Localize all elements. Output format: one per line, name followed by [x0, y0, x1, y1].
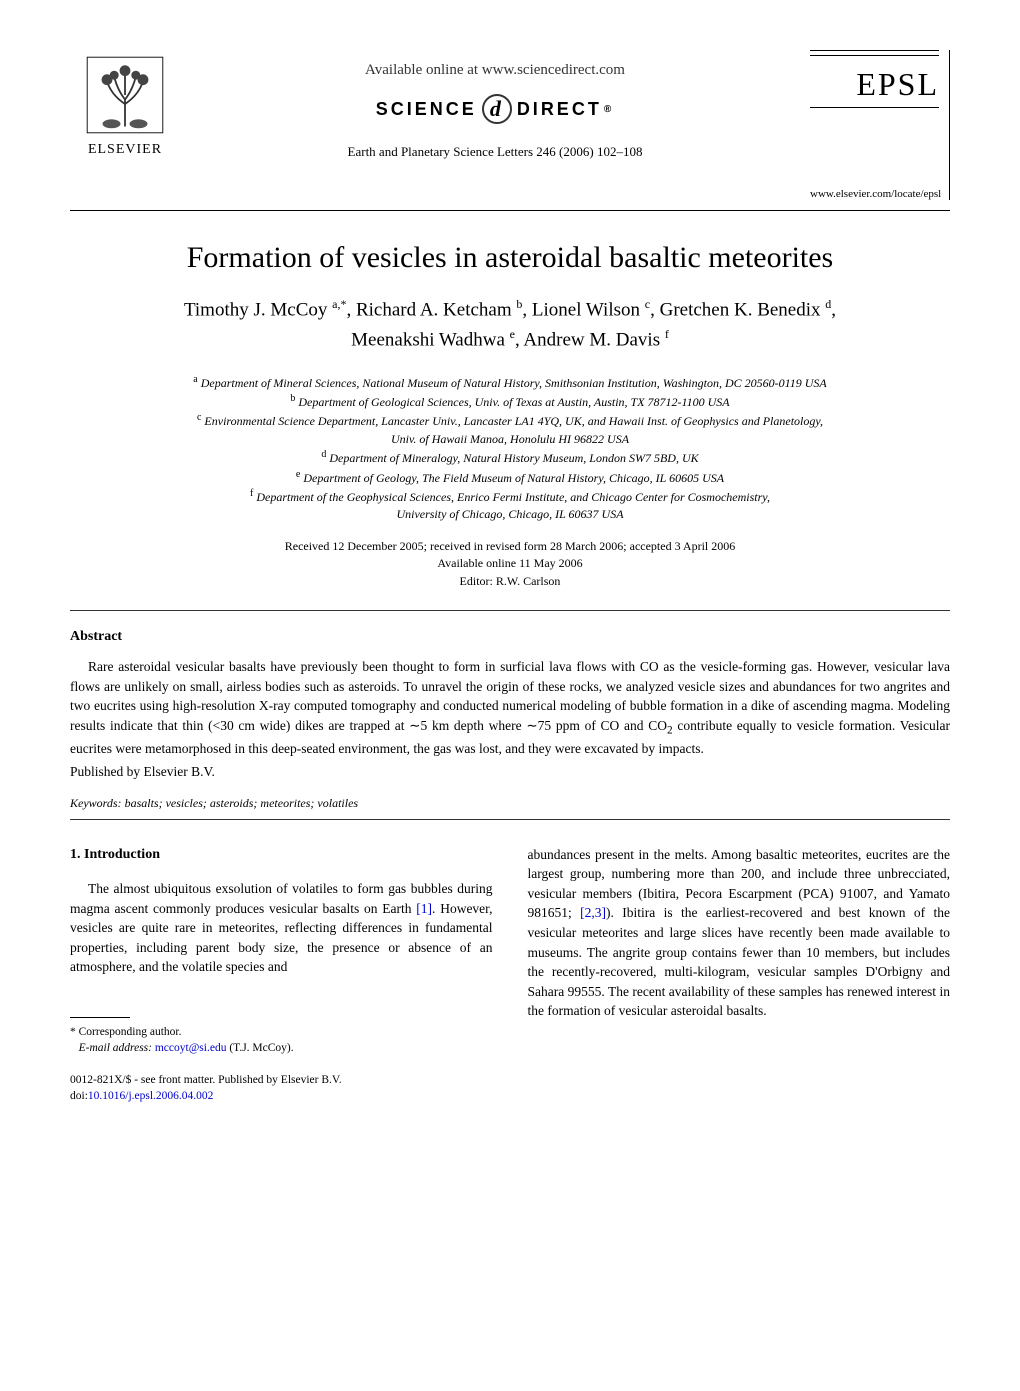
- received-date: Received 12 December 2005; received in r…: [285, 539, 736, 553]
- journal-website: www.elsevier.com/locate/epsl: [810, 188, 939, 200]
- email-link[interactable]: mccoyt@si.edu: [152, 1042, 226, 1054]
- affiliation-f2: University of Chicago, Chicago, IL 60637…: [396, 507, 623, 521]
- elsevier-logo: ELSEVIER: [70, 50, 180, 158]
- copyright-text: 0012-821X/$ - see front matter. Publishe…: [70, 1074, 342, 1086]
- author-1: Timothy J. McCoy: [184, 299, 332, 320]
- affiliation-e: Department of Geology, The Field Museum …: [300, 471, 724, 485]
- abstract-text: Rare asteroidal vesicular basalts have p…: [70, 657, 950, 782]
- epsl-title: EPSL: [810, 66, 939, 103]
- left-column: 1. Introduction The almost ubiquitous ex…: [70, 845, 493, 1104]
- abstract-bottom-rule: [70, 819, 950, 820]
- affiliation-c2: Univ. of Hawaii Manoa, Honolulu HI 96822…: [391, 432, 629, 446]
- online-date: Available online 11 May 2006: [437, 556, 582, 570]
- sciencedirect-d-icon: d: [482, 94, 512, 124]
- body-columns: 1. Introduction The almost ubiquitous ex…: [70, 845, 950, 1104]
- affiliation-b: Department of Geological Sciences, Univ.…: [295, 395, 729, 409]
- doi-label: doi:: [70, 1090, 88, 1102]
- elsevier-text: ELSEVIER: [88, 142, 162, 158]
- available-online-text: Available online at www.sciencedirect.co…: [180, 62, 810, 79]
- science-text: SCIENCE: [376, 99, 477, 120]
- affiliation-c1: Environmental Science Department, Lancas…: [201, 414, 823, 428]
- ref-2-3-link[interactable]: [2,3]: [580, 905, 606, 920]
- article-title: Formation of vesicles in asteroidal basa…: [70, 241, 950, 275]
- published-by: Published by Elsevier B.V.: [70, 762, 950, 782]
- header-region: ELSEVIER Available online at www.science…: [70, 50, 950, 200]
- elsevier-tree-icon: [80, 50, 170, 140]
- epsl-logo-block: EPSL www.elsevier.com/locate/epsl: [810, 50, 950, 200]
- ref-1-link[interactable]: [1]: [416, 901, 432, 916]
- sciencedirect-logo: SCIENCE d DIRECT ®: [376, 94, 614, 124]
- header-rule: [70, 210, 950, 211]
- direct-text: DIRECT: [517, 99, 602, 120]
- copyright-block: 0012-821X/$ - see front matter. Publishe…: [70, 1072, 493, 1104]
- keywords: Keywords: basalts; vesicles; asteroids; …: [70, 796, 950, 811]
- affiliation-f1: Department of the Geophysical Sciences, …: [253, 490, 770, 504]
- center-header: Available online at www.sciencedirect.co…: [180, 50, 810, 160]
- abstract-heading: Abstract: [70, 629, 950, 645]
- affiliation-a: Department of Mineral Sciences, National…: [198, 376, 827, 390]
- author-5: Meenakshi Wadhwa: [351, 329, 510, 350]
- journal-reference: Earth and Planetary Science Letters 246 …: [180, 144, 810, 160]
- intro-para-1: The almost ubiquitous exsolution of vola…: [70, 879, 493, 977]
- keywords-text: basalts; vesicles; asteroids; meteorites…: [122, 796, 359, 810]
- abstract-top-rule: [70, 610, 950, 611]
- article-dates: Received 12 December 2005; received in r…: [70, 538, 950, 590]
- keywords-label: Keywords:: [70, 796, 122, 810]
- email-label: E-mail address:: [79, 1042, 152, 1054]
- registered-mark: ®: [604, 104, 614, 115]
- doi-link[interactable]: 10.1016/j.epsl.2006.04.002: [88, 1090, 214, 1102]
- corresponding-author-footnote: * Corresponding author. E-mail address: …: [70, 1024, 493, 1056]
- authors-list: Timothy J. McCoy a,*, Richard A. Ketcham…: [70, 295, 950, 355]
- editor: Editor: R.W. Carlson: [460, 574, 561, 588]
- affiliation-d: Department of Mineralogy, Natural Histor…: [326, 451, 698, 465]
- intro-para-1-cont: abundances present in the melts. Among b…: [528, 845, 951, 1021]
- footnote-separator: [70, 1017, 130, 1018]
- right-column: abundances present in the melts. Among b…: [528, 845, 951, 1104]
- affiliations: a Department of Mineral Sciences, Nation…: [70, 373, 950, 524]
- intro-heading: 1. Introduction: [70, 845, 493, 865]
